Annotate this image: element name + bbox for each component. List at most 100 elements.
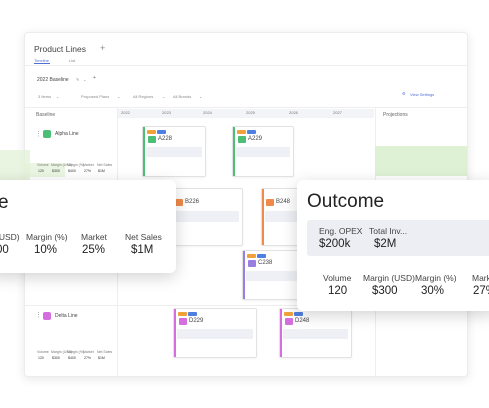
timeline-ruler — [118, 109, 374, 118]
regions-filter[interactable]: All Regions — [133, 94, 154, 99]
outcome-popup: Outcome Eng. OPEX Total Inv... $200k $2M… — [297, 180, 489, 311]
header-divider — [25, 107, 467, 108]
metric-label: Mark — [472, 273, 489, 283]
status-badge — [247, 254, 256, 258]
product-card-c238[interactable]: C238 — [242, 250, 302, 300]
chevron-down-icon[interactable]: ⌄ — [199, 94, 203, 99]
metric-value: 10% — [34, 244, 58, 256]
metric-label: Market — [83, 350, 94, 354]
metric-label: Market — [81, 232, 107, 242]
card-summary — [146, 147, 202, 157]
settings-icon[interactable]: ⚙ — [402, 91, 406, 96]
metric-value: $400 — [68, 356, 76, 360]
metric-label: Volume — [37, 163, 49, 167]
card-summary — [174, 211, 239, 222]
projection-highlight — [375, 146, 467, 176]
year-2025: 2025 — [246, 110, 255, 115]
scenario-name[interactable]: 2022 Baseline — [37, 77, 69, 83]
metric-label: Volume — [323, 273, 352, 283]
alpha-line-name: Alpha Line — [55, 131, 79, 137]
product-icon — [238, 136, 246, 143]
tab-divider — [25, 65, 467, 66]
metric-value: 27% — [473, 285, 489, 297]
product-code: B248 — [276, 199, 291, 205]
product-code: D229 — [189, 318, 204, 324]
metric-value: 25% — [82, 244, 106, 256]
metric-value: $300 — [52, 356, 60, 360]
metric-value: $1M — [131, 244, 154, 256]
status-badge — [294, 312, 303, 316]
status-badge — [247, 130, 256, 134]
card-summary — [177, 329, 253, 339]
tab-list[interactable]: List — [69, 58, 76, 63]
status-badge — [188, 312, 197, 316]
card-accent — [143, 127, 145, 176]
status-badge — [257, 254, 266, 258]
baseline-highlight — [25, 163, 65, 177]
product-icon — [175, 199, 183, 206]
metric-value: 27% — [84, 169, 92, 173]
baseline-detail-popup: e (USD) Margin (%) Market Net Sales 00 1… — [0, 180, 176, 273]
product-icon — [248, 260, 256, 267]
metric-value: 120 — [328, 285, 348, 297]
metric-value: $400 — [68, 169, 76, 173]
card-summary — [283, 329, 348, 339]
product-card-a229[interactable]: A229 — [232, 126, 294, 177]
product-icon — [266, 199, 274, 206]
add-scenario-button[interactable]: + — [93, 75, 96, 81]
metric-label: Margin (%) — [67, 163, 85, 167]
metric-value: $1M — [98, 169, 105, 173]
product-card-a228[interactable]: A228 — [142, 126, 206, 177]
metric-value: $1M — [98, 356, 105, 360]
card-accent — [233, 127, 235, 176]
chevron-down-icon[interactable]: ⌄ — [83, 77, 87, 82]
popup-title: e — [0, 192, 9, 213]
metric-value: 120 — [38, 169, 44, 173]
metric-value: 27% — [84, 356, 92, 360]
projections-column-header: Projections — [383, 112, 408, 118]
year-2027: 2027 — [333, 110, 342, 115]
product-code: D248 — [295, 318, 310, 324]
status-badge — [284, 312, 293, 316]
add-product-line-button[interactable]: + — [100, 43, 106, 53]
card-summary — [265, 211, 312, 222]
product-icon — [148, 136, 156, 143]
metric-label: Eng. OPEX — [319, 226, 363, 236]
card-accent — [243, 251, 245, 299]
metric-label: Margin (%) — [67, 350, 85, 354]
chevron-down-icon[interactable]: ⌄ — [162, 94, 166, 99]
product-card-b226[interactable]: B226 — [170, 188, 243, 246]
chevron-down-icon[interactable]: ⌄ — [117, 94, 121, 99]
product-code: C238 — [258, 260, 273, 266]
metric-label: (USD) — [0, 232, 20, 242]
status-badge — [237, 130, 246, 134]
status-badge — [178, 312, 187, 316]
product-card-d248[interactable]: D248 — [279, 308, 352, 358]
product-code: B226 — [185, 199, 200, 205]
metric-label: Margin (USD) — [51, 163, 73, 167]
product-icon — [285, 318, 293, 325]
outcome-summary-panel — [307, 220, 489, 256]
card-accent — [280, 309, 282, 357]
metric-label: Margin (%) — [415, 273, 457, 283]
product-code: A228 — [158, 136, 173, 142]
status-badge — [157, 130, 166, 134]
metric-label: Total Inv... — [369, 226, 408, 236]
pencil-icon[interactable]: ✎ — [76, 77, 80, 82]
status-badge — [147, 130, 156, 134]
drag-handle-icon[interactable]: ⋮ — [35, 312, 42, 319]
drag-handle-icon[interactable]: ⋮ — [35, 131, 42, 138]
metric-value: $300 — [52, 169, 60, 173]
plans-filter[interactable]: Proposed Plans — [81, 94, 110, 99]
metric-value: 00 — [0, 244, 9, 256]
items-count: 3 Items — [38, 94, 52, 99]
tab-timeline[interactable]: Timeline — [34, 58, 49, 63]
row-divider — [25, 305, 467, 306]
product-line-icon — [43, 130, 51, 138]
year-2024: 2024 — [203, 110, 212, 115]
view-settings-link[interactable]: View Settings — [410, 92, 435, 97]
chevron-down-icon[interactable]: ⌄ — [56, 94, 60, 99]
product-code: A229 — [248, 136, 263, 142]
brands-filter[interactable]: All Brands — [173, 94, 192, 99]
product-card-d229[interactable]: D229 — [173, 308, 257, 358]
